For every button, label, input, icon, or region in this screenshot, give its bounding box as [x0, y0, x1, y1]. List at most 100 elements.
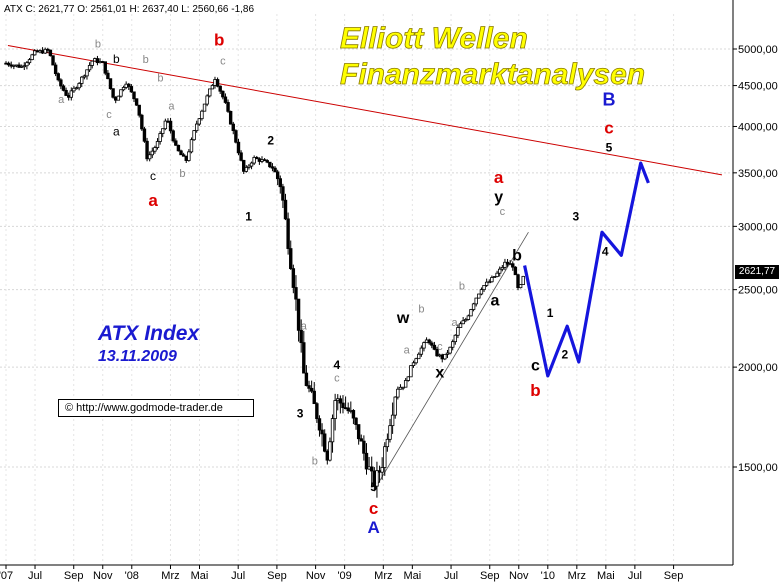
- candle-body: [111, 88, 115, 98]
- candle-body: [64, 89, 68, 96]
- x-axis-ticks: '07 Jul Sep Nov '08 Mrz Mai Jul Sep Nov '09 Mrz Mai J…: [0, 565, 683, 582]
- credit-box: © http://www.godmode-trader.de: [58, 399, 254, 417]
- candle-body: [383, 446, 387, 468]
- title-line-1: Elliott Wellen: [340, 22, 528, 55]
- y-tick-label: 4000,00: [738, 121, 778, 133]
- wave-label: c: [500, 206, 506, 218]
- candle-body: [432, 344, 437, 350]
- candle-body: [48, 49, 53, 57]
- candle-body: [9, 64, 13, 67]
- candle-body: [354, 417, 358, 425]
- wave-label: c: [604, 118, 613, 137]
- candle-body: [396, 388, 400, 398]
- candle-body: [513, 266, 518, 276]
- header-low: L: 2560,66: [181, 4, 229, 15]
- candle-body: [286, 218, 290, 249]
- candle-body: [411, 362, 416, 366]
- candle-body: [208, 88, 212, 97]
- index-date: 13.11.2009: [98, 348, 177, 365]
- x-tick-label: Jul: [231, 570, 245, 582]
- candle-body: [184, 155, 188, 161]
- candle-body: [215, 79, 220, 87]
- candle-body: [380, 467, 384, 473]
- wave-label: a: [301, 320, 308, 332]
- wave-label: b: [157, 73, 163, 85]
- candle-body: [134, 98, 139, 106]
- wave-label: b: [512, 247, 522, 264]
- wave-label: c: [531, 358, 540, 375]
- x-tick-label: Mrz: [161, 570, 179, 582]
- candle-body: [409, 365, 413, 378]
- wave-label: c: [369, 499, 378, 518]
- header-close: C: 2621,77: [26, 4, 75, 15]
- wave-label: 3: [573, 210, 580, 224]
- candle-body: [291, 268, 296, 288]
- candle-body: [401, 386, 405, 389]
- candle-body: [322, 433, 327, 452]
- candle-body: [87, 65, 92, 71]
- wave-label: 1: [245, 210, 252, 224]
- candle-body: [500, 267, 505, 270]
- candle-body: [257, 158, 262, 162]
- wave-label: b: [214, 31, 224, 50]
- candle-body: [336, 398, 340, 401]
- candle-body: [458, 323, 463, 328]
- candle-body: [270, 166, 275, 169]
- candle-body: [296, 298, 301, 331]
- candle-body: [299, 329, 303, 344]
- candle-body: [498, 268, 502, 274]
- candle-body: [338, 398, 343, 404]
- header-open: O: 2561,01: [77, 4, 127, 15]
- candle-body: [103, 61, 107, 74]
- x-tick-label: Nov: [306, 570, 326, 582]
- candle-body: [85, 69, 89, 77]
- candle-body: [205, 95, 209, 105]
- wave-label: a: [491, 292, 500, 309]
- candle-body: [281, 186, 285, 201]
- wave-label: b: [418, 304, 424, 316]
- candle-body: [492, 276, 497, 278]
- candle-body: [328, 441, 332, 461]
- candle-body: [106, 72, 110, 80]
- candle-body: [53, 64, 58, 75]
- candle-body: [161, 128, 165, 134]
- x-tick-label: Jul: [628, 570, 642, 582]
- candle-body: [197, 118, 202, 125]
- wave-label: B: [602, 89, 615, 109]
- candle-body: [511, 263, 515, 268]
- candle-body: [479, 289, 484, 295]
- y-axis-ticks: 1500,00 2000,00 2500,00 3000,00 3500,00 4000,…: [733, 44, 778, 474]
- wave-label: y: [494, 189, 503, 206]
- candle-body: [367, 466, 371, 470]
- candle-body: [19, 65, 24, 68]
- candle-body: [302, 342, 306, 374]
- candle-body: [518, 284, 523, 289]
- candle-body: [393, 396, 397, 416]
- wave-label: b: [95, 39, 101, 51]
- candle-body: [375, 470, 379, 487]
- candle-body: [74, 87, 79, 90]
- header-quote: ATX C: 2621,77 O: 2561,01 H: 2637,40 L: …: [4, 4, 254, 15]
- candle-body: [194, 123, 199, 132]
- candle-body: [147, 154, 152, 160]
- candle-body: [108, 78, 113, 90]
- candle-body: [189, 139, 194, 153]
- candle-body: [140, 114, 144, 130]
- candle-body: [273, 167, 277, 173]
- candle-body: [176, 144, 181, 152]
- candle-body: [343, 407, 348, 410]
- wave-labels: abbcabbcaabbc12a3b4c5cAawbcxabcyabacb123…: [58, 31, 615, 538]
- candle-body: [456, 327, 460, 336]
- candle-body: [142, 128, 147, 142]
- x-tick-label: Sep: [267, 570, 287, 582]
- wave-label: b: [143, 54, 149, 66]
- wave-label: 3: [297, 406, 304, 420]
- current-price-label: 2621,77: [738, 266, 776, 277]
- candle-body: [283, 199, 288, 220]
- wave-label: x: [435, 365, 444, 382]
- candle-body: [469, 309, 473, 317]
- candle-body: [30, 54, 34, 61]
- candle-body: [503, 261, 507, 268]
- candle-body: [247, 165, 251, 168]
- candle-body: [260, 159, 264, 162]
